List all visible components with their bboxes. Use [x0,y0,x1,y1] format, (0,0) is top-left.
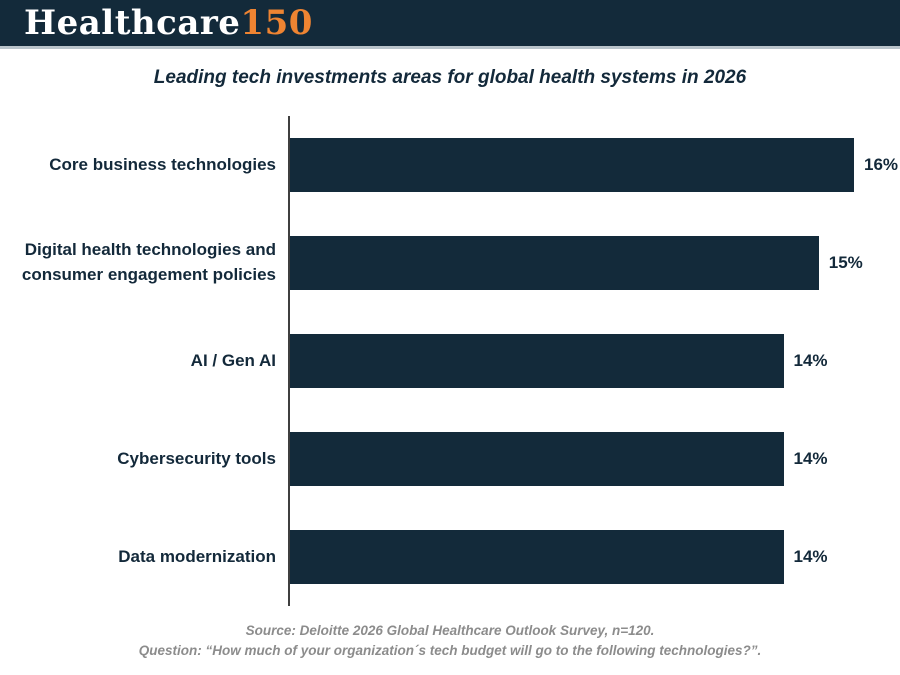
bar-track: 15% [290,236,900,290]
brand-logo: Healthcare150 [24,6,313,40]
value-label: 14% [793,547,828,566]
category-label: Digital health technologies and consumer… [21,240,276,284]
brand-logo-primary: Healthcare [24,3,241,43]
bar-track: 14% [290,432,900,486]
value-label: 15% [828,253,863,272]
bar-track: 14% [290,530,900,584]
bar [290,432,784,486]
footer-notes: Source: Deloitte 2026 Global Healthcare … [0,621,900,660]
bar [290,530,784,584]
brand-logo-accent: 150 [240,3,313,43]
bar-row: Cybersecurity tools 14% [0,410,900,508]
title-area: Leading tech investments areas for globa… [0,67,900,89]
bar-row: AI / Gen AI 14% [0,312,900,410]
bar-chart: Core business technologies 16% Digital hea… [0,116,900,606]
category-label: AI / Gen AI [190,350,276,370]
bar-row: Data modernization 14% [0,508,900,606]
bar-rows: Core business technologies 16% Digital hea… [0,116,900,606]
header-bar: Healthcare150 [0,0,900,49]
bar-row: Digital health technologies and consumer… [0,214,900,312]
bar [290,334,784,388]
value-label: 14% [793,449,828,468]
value-label: 14% [793,351,828,370]
bar [290,138,854,192]
source-note: Source: Deloitte 2026 Global Healthcare … [245,623,655,638]
value-label: 16% [864,155,899,174]
bar [290,236,819,290]
bar-track: 14% [290,334,900,388]
question-note: Question: “How much of your organization… [138,642,762,658]
category-label: Core business technologies [49,154,276,174]
bar-row: Core business technologies 16% [0,116,900,214]
chart-title: Leading tech investments areas for globa… [153,67,747,88]
category-label: Data modernization [118,546,276,566]
category-label: Cybersecurity tools [117,448,276,468]
y-axis-line [288,116,290,606]
bar-track: 16% [290,138,900,192]
